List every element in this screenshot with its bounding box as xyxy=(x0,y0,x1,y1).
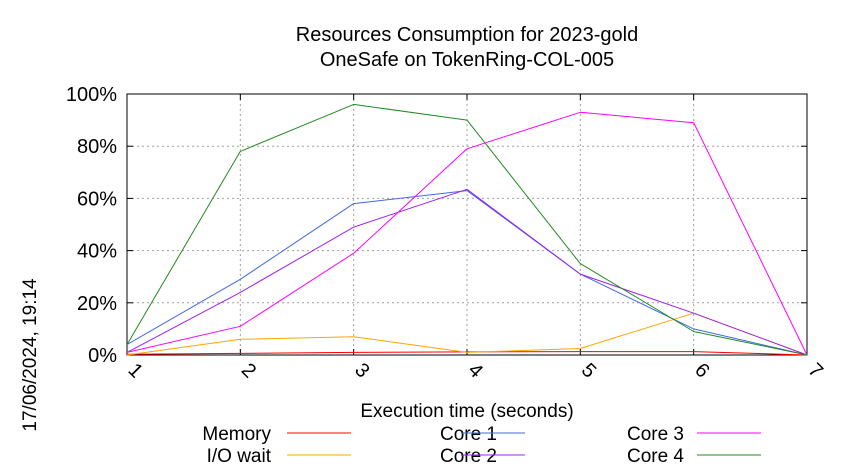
y-tick-label-0: 0% xyxy=(88,345,117,367)
x-tick-label-2: 3 xyxy=(350,359,373,382)
legend-label-i-o-wait: I/O wait xyxy=(207,446,272,467)
series-line-core-4 xyxy=(126,103,808,356)
series-line-core-2 xyxy=(126,188,808,356)
y-tick-label-5: 100% xyxy=(66,84,117,106)
series-line-core-1 xyxy=(126,190,808,356)
timestamp-label: 17/06/2024, 19:14 xyxy=(20,278,41,432)
series-lines xyxy=(126,103,808,356)
y-axis-ticks: 0% 20% 40% 60% 80% 100% xyxy=(66,84,807,367)
legend-label-core-3: Core 3 xyxy=(627,424,684,445)
x-tick-label-1: 2 xyxy=(237,359,260,382)
series-line-core-3 xyxy=(126,111,808,356)
x-tick-label-3: 4 xyxy=(464,359,487,382)
legend-label-memory: Memory xyxy=(202,424,271,445)
legend-label-core-1: Core 1 xyxy=(440,424,497,445)
x-axis-label: Execution time (seconds) xyxy=(360,401,573,422)
x-axis-ticks: 1 2 3 4 5 6 7 xyxy=(124,94,827,382)
y-tick-label-4: 80% xyxy=(77,136,117,158)
legend-label-core-4: Core 4 xyxy=(627,446,684,467)
x-tick-label-6: 7 xyxy=(804,359,827,382)
legend-label-core-2: Core 2 xyxy=(440,446,497,467)
chart-title-line2: OneSafe on TokenRing-COL-005 xyxy=(320,49,614,71)
x-tick-label-0: 1 xyxy=(124,359,147,382)
y-tick-label-1: 20% xyxy=(77,293,117,315)
x-tick-label-4: 5 xyxy=(577,359,600,382)
grid-lines xyxy=(127,94,807,355)
chart-title-line1: Resources Consumption for 2023-gold xyxy=(296,24,638,46)
x-tick-label-5: 6 xyxy=(690,359,713,382)
y-tick-label-3: 60% xyxy=(77,188,117,210)
y-tick-label-2: 40% xyxy=(77,241,117,263)
